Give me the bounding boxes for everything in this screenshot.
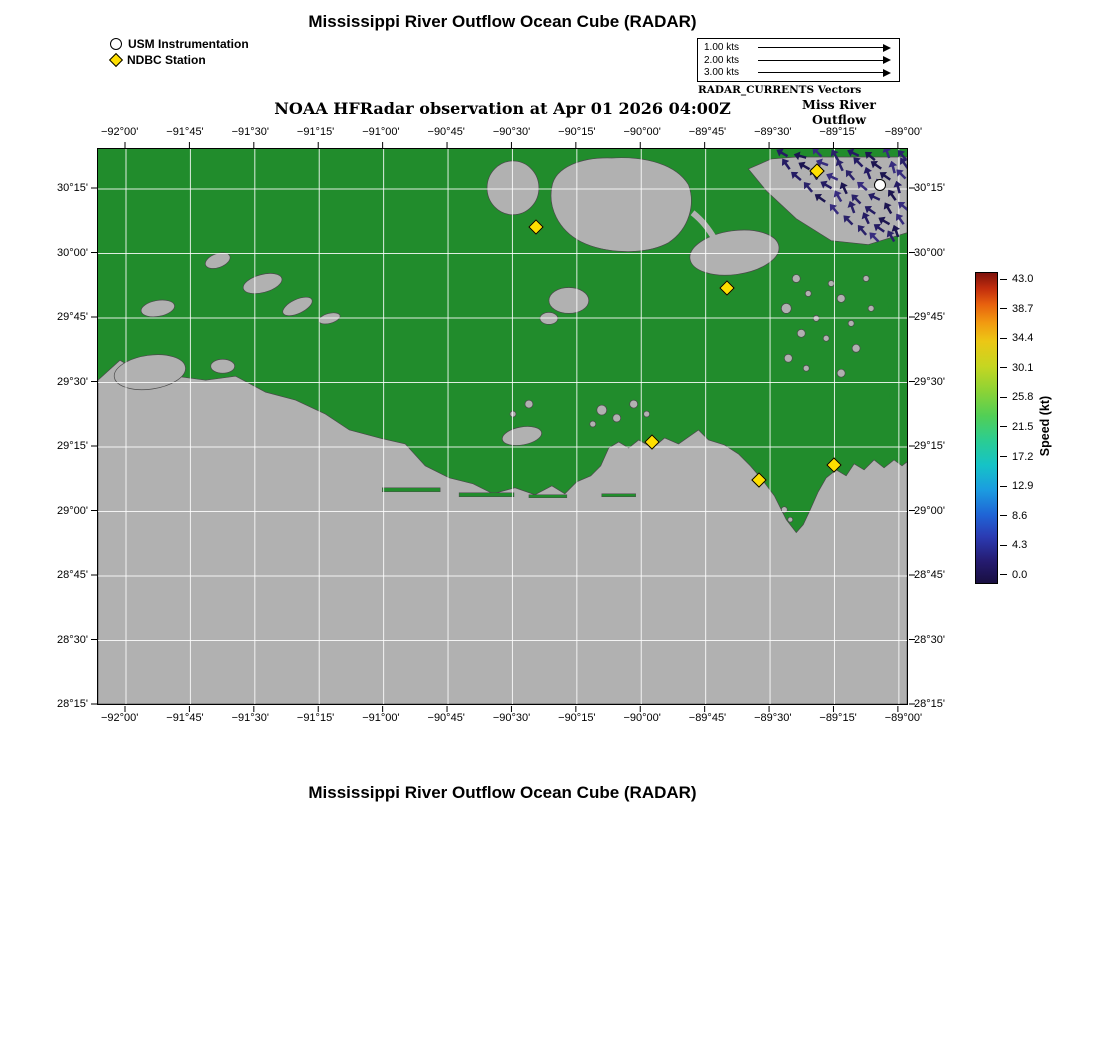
region-caption: Miss River Outflow	[802, 97, 876, 127]
vector-scale-row: 2.00 kts	[704, 55, 893, 66]
lon-tick-label: −91°00'	[362, 712, 400, 724]
lat-axis-right: 30°15' 30°00' 29°45' 29°30' 29°15' 29°00' 28°4…	[914, 180, 978, 712]
lon-tick-label: −90°30'	[492, 712, 531, 724]
usm-legend-label: USM Instrumentation	[128, 37, 249, 51]
lon-tick-label: −89°00'	[884, 712, 923, 724]
lon-tick-label: −92°00'	[100, 126, 139, 138]
lat-tick-label: 29°00'	[914, 504, 945, 517]
colorbar-tick-label: 25.8	[1000, 389, 1033, 405]
lon-tick-label: −89°45'	[688, 126, 727, 138]
lon-tick-label: −89°00'	[884, 126, 923, 138]
ndbc-station-marker	[809, 163, 825, 179]
graticule-grid	[98, 149, 907, 704]
lon-tick-label: −90°30'	[492, 126, 531, 138]
ndbc-station-marker	[528, 219, 544, 235]
lon-tick-label: −90°15'	[558, 126, 596, 138]
legend-row-ndbc: NDBC Station	[108, 52, 249, 68]
lon-tick-label: −92°00'	[100, 712, 139, 724]
colorbar-tick-label: 0.0	[1000, 567, 1033, 583]
lat-tick-label: 28°45'	[914, 569, 945, 581]
usm-instrumentation-marker	[874, 179, 886, 191]
lon-axis-bottom: −92°00' −91°45' −91°30' −91°15' −91°00' −90°4…	[87, 712, 936, 724]
lat-tick-label: 28°30'	[57, 633, 88, 646]
lon-axis-top: −92°00' −91°45' −91°30' −91°15' −91°00' −90°4…	[87, 126, 936, 138]
colorbar-tick-label: 30.1	[1000, 360, 1033, 376]
lat-tick-label: 30°00'	[57, 246, 88, 259]
lat-tick-label: 30°00'	[914, 246, 945, 259]
lon-tick-label: −89°30'	[754, 126, 792, 138]
vector-scale-arrow-icon	[758, 47, 889, 48]
lat-tick-label: 30°15'	[57, 182, 88, 194]
vector-scale-row: 3.00 kts	[704, 67, 893, 78]
lon-tick-label: −91°45'	[166, 126, 204, 138]
lon-tick-label: −89°45'	[688, 712, 727, 724]
lat-tick-label: 30°15'	[914, 182, 945, 194]
vector-scale-label: 3.00 kts	[704, 67, 740, 78]
colorbar-tick-label: 12.9	[1000, 478, 1033, 494]
speed-colorbar	[975, 272, 998, 584]
ndbc-legend-label: NDBC Station	[127, 53, 206, 67]
colorbar-tick-label: 43.0	[1000, 271, 1033, 287]
ndbc-station-marker	[826, 457, 842, 473]
vector-scale-arrow-icon	[758, 72, 889, 73]
lon-tick-label: −89°15'	[819, 126, 857, 138]
markers-layer	[98, 149, 907, 704]
ndbc-station-marker	[644, 434, 660, 450]
lon-tick-label: −91°45'	[166, 712, 204, 724]
bottom-axis-ticks	[97, 706, 908, 712]
lon-tick-label: −89°30'	[754, 712, 792, 724]
lat-tick-label: 28°15'	[57, 698, 88, 710]
lat-tick-label: 29°45'	[57, 311, 88, 323]
vector-scale-box: 1.00 kts 2.00 kts 3.00 kts	[697, 38, 900, 82]
lat-tick-label: 29°30'	[57, 375, 88, 388]
lat-tick-label: 29°15'	[57, 440, 88, 452]
right-axis-ticks	[909, 148, 915, 705]
ndbc-station-marker	[751, 472, 767, 488]
lat-tick-label: 29°00'	[57, 504, 88, 517]
lat-tick-label: 28°15'	[914, 698, 945, 710]
ndbc-station-marker	[719, 280, 735, 296]
lon-tick-label: −90°45'	[427, 712, 465, 724]
lon-tick-label: −91°15'	[296, 712, 335, 724]
vector-scale-label: 1.00 kts	[704, 42, 740, 53]
lat-tick-label: 28°30'	[914, 633, 945, 646]
vector-scale-row: 1.00 kts	[704, 42, 893, 53]
top-axis-ticks	[97, 142, 908, 148]
vector-scale-label: 2.00 kts	[704, 54, 740, 66]
colorbar-tick-label: 21.5	[1000, 419, 1033, 435]
lat-tick-label: 29°15'	[914, 440, 945, 452]
colorbar-tick-label: 4.3	[1000, 537, 1033, 553]
lon-tick-label: −91°00'	[362, 126, 400, 138]
lon-tick-label: −90°15'	[558, 712, 596, 724]
ndbc-diamond-icon	[108, 52, 124, 68]
colorbar-tick-label: 8.6	[1000, 508, 1033, 524]
colorbar-tick-label: 38.7	[1000, 301, 1033, 317]
left-axis-ticks	[91, 148, 97, 705]
lon-tick-label: −91°15'	[296, 126, 335, 138]
vector-scale-arrow-icon	[758, 59, 889, 61]
lat-axis-left: 30°15' 30°00' 29°45' 29°30' 29°15' 29°00' 28°4…	[24, 180, 88, 712]
page-title: Mississippi River Outflow Ocean Cube (RA…	[308, 12, 697, 31]
lat-tick-label: 28°45'	[57, 569, 88, 581]
lon-tick-label: −89°15'	[819, 712, 857, 724]
colorbar-tick-label: 34.4	[1000, 330, 1033, 346]
vector-scale-caption: RADAR_CURRENTS Vectors	[698, 84, 862, 96]
bottom-title: Mississippi River Outflow Ocean Cube (RA…	[308, 783, 697, 802]
legend-row-usm: USM Instrumentation	[110, 36, 249, 52]
map-canvas	[97, 148, 908, 705]
colorbar-tick-label: 17.2	[1000, 449, 1033, 465]
lon-tick-label: −91°30'	[231, 712, 269, 724]
lon-tick-label: −90°45'	[427, 126, 465, 138]
map-subtitle: NOAA HFRadar observation at Apr 01 2026 …	[274, 99, 731, 118]
lon-tick-label: −90°00'	[623, 712, 661, 724]
lon-tick-label: −91°30'	[231, 126, 269, 138]
lat-tick-label: 29°45'	[914, 311, 945, 323]
symbol-legend: USM Instrumentation NDBC Station	[108, 36, 249, 68]
lat-tick-label: 29°30'	[914, 375, 945, 388]
lon-tick-label: −90°00'	[623, 126, 661, 138]
usm-circle-icon	[110, 38, 122, 50]
colorbar-axis-label: Speed (kt)	[1038, 395, 1052, 457]
colorbar-tick-labels: 43.0 38.7 34.4 30.1 25.8 21.5 17.2 12.9 8.6 4.3 0.…	[1000, 271, 1033, 583]
